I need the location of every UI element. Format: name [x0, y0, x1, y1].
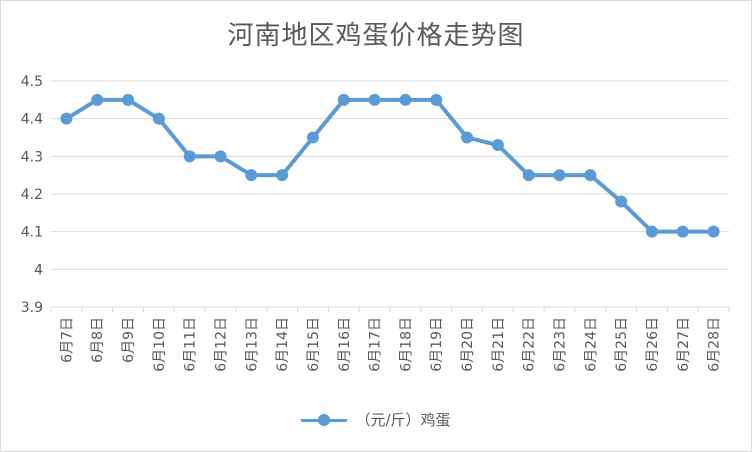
- gridlines: [51, 80, 729, 308]
- x-tick-label: 6月10日: [152, 317, 168, 372]
- data-point: [122, 93, 135, 106]
- x-tick-label: 6月21日: [491, 317, 507, 372]
- x-tick-label: 6月25日: [614, 317, 630, 372]
- x-tick-label: 6月26日: [645, 317, 661, 372]
- y-tick-label: 4.3: [21, 149, 43, 165]
- plot-area: [60, 93, 720, 238]
- x-tick-label: 6月14日: [275, 317, 291, 372]
- data-point: [553, 169, 566, 182]
- x-tick-label: 6月7日: [59, 317, 75, 363]
- data-point: [399, 93, 412, 106]
- x-tick-label: 6月8日: [90, 317, 106, 363]
- x-tick-label: 6月13日: [244, 317, 260, 372]
- x-tick-label: 6月17日: [368, 317, 384, 372]
- x-tick-label: 6月16日: [337, 317, 353, 372]
- data-point: [276, 169, 289, 182]
- data-point: [214, 150, 227, 163]
- data-point: [337, 93, 350, 106]
- y-tick-label: 4.1: [21, 225, 43, 241]
- x-tick-label: 6月28日: [707, 317, 723, 372]
- data-point: [245, 169, 258, 182]
- y-tick-label: 3.9: [21, 300, 43, 316]
- legend-line-marker: [301, 413, 348, 427]
- y-tick-label: 4: [34, 262, 43, 278]
- data-point: [645, 225, 658, 238]
- x-tick-label: 6月19日: [429, 317, 445, 372]
- data-point: [491, 139, 504, 152]
- data-point: [707, 225, 720, 238]
- x-tick-label: 6月23日: [553, 317, 569, 372]
- series-line: [65, 97, 714, 234]
- x-tick-label: 6月9日: [121, 317, 137, 363]
- data-point: [461, 131, 474, 144]
- data-point: [91, 93, 104, 106]
- y-tick-label: 4.4: [21, 112, 43, 128]
- x-tick-label: 6月11日: [183, 317, 199, 372]
- chart-title: 河南地区鸡蛋价格走势图: [227, 21, 525, 51]
- data-point: [60, 112, 73, 125]
- x-tick-label: 6月12日: [214, 317, 230, 372]
- y-axis-ticks: 3.9 4 4.1 4.2 4.3 4.4 4.5: [21, 74, 43, 316]
- x-tick-label: 6月20日: [460, 317, 476, 372]
- data-point: [584, 169, 597, 182]
- data-point: [430, 93, 443, 106]
- data-point: [676, 225, 689, 238]
- y-tick-label: 4.5: [21, 74, 43, 90]
- data-point: [152, 112, 165, 125]
- x-tick-label: 6月24日: [583, 317, 599, 372]
- data-point: [522, 169, 535, 182]
- data-point: [368, 93, 381, 106]
- x-axis-ticks: 6月7日 6月8日 6月9日 6月10日 6月11日 6月12日 6月13日 6月14日 6月1…: [50, 307, 730, 372]
- line-chart: 3.9 4 4.1 4.2 4.3 4.4 4.5 6月7日 6月8日 6月9日 6月10日 6月1…: [21, 74, 730, 372]
- x-tick-label: 6月22日: [522, 317, 538, 372]
- legend-series-label: （元/斤）鸡蛋: [355, 411, 451, 429]
- data-point: [306, 131, 319, 144]
- x-tick-label: 6月18日: [398, 317, 414, 372]
- x-tick-label: 6月15日: [306, 317, 322, 372]
- x-tick-label: 6月27日: [676, 317, 692, 372]
- data-point: [615, 195, 628, 208]
- data-point: [183, 150, 196, 163]
- legend: （元/斤）鸡蛋: [1, 409, 751, 430]
- y-tick-label: 4.2: [21, 187, 43, 203]
